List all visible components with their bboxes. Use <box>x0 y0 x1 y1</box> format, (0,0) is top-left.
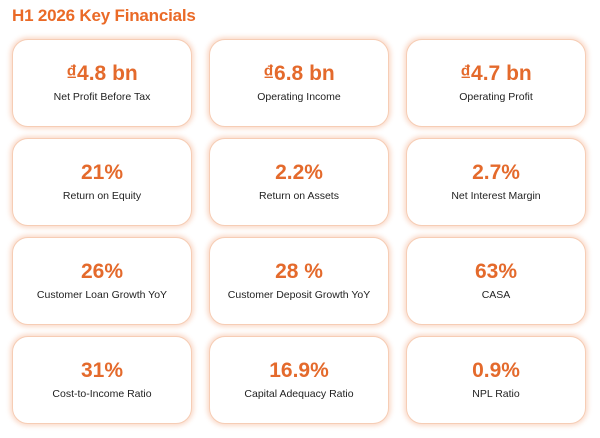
metric-card-customer-loan-growth: 26% Customer Loan Growth YoY <box>12 237 192 325</box>
metric-card-return-on-equity: 21% Return on Equity <box>12 138 192 226</box>
metric-label: CASA <box>481 289 511 301</box>
metric-card-net-interest-margin: 2.7% Net Interest Margin <box>406 138 586 226</box>
metric-label: Cost-to-Income Ratio <box>52 388 152 400</box>
metric-label: Customer Loan Growth YoY <box>36 289 168 301</box>
metric-value: 31% <box>80 359 124 382</box>
metric-label: Net Interest Margin <box>451 190 541 202</box>
metric-label: Net Profit Before Tax <box>53 91 151 103</box>
metric-label: Return on Equity <box>62 190 142 202</box>
metric-card-return-on-assets: 2.2% Return on Assets <box>209 138 389 226</box>
metric-card-operating-income: ₫6.8 bn Operating Income <box>209 39 389 127</box>
metric-value: 21% <box>80 161 124 184</box>
metric-card-operating-profit: ₫4.7 bn Operating Profit <box>406 39 586 127</box>
metric-card-cost-to-income: 31% Cost-to-Income Ratio <box>12 336 192 424</box>
metric-label: Customer Deposit Growth YoY <box>227 289 371 301</box>
metric-value: 2.7% <box>472 161 520 184</box>
metric-label: Operating Income <box>257 91 341 103</box>
metric-label: Return on Assets <box>259 190 339 202</box>
metric-value: 26% <box>80 260 124 283</box>
metric-label: Operating Profit <box>459 91 533 103</box>
metric-card-casa: 63% CASA <box>406 237 586 325</box>
metric-value: 2.2% <box>275 161 323 184</box>
metric-value: 28 % <box>275 260 323 283</box>
metric-value: ₫4.8 bn <box>66 62 138 85</box>
metric-card-capital-adequacy: 16.9% Capital Adequacy Ratio <box>209 336 389 424</box>
page-title: H1 2026 Key Financials <box>12 6 196 25</box>
metric-value: ₫6.8 bn <box>263 62 335 85</box>
metrics-grid: ₫4.8 bn Net Profit Before Tax ₫6.8 bn Op… <box>12 39 586 424</box>
metric-card-customer-deposit-growth: 28 % Customer Deposit Growth YoY <box>209 237 389 325</box>
metric-value: 0.9% <box>472 359 520 382</box>
metric-value: 63% <box>474 260 518 283</box>
metric-label: Capital Adequacy Ratio <box>244 388 354 400</box>
metric-card-npl-ratio: 0.9% NPL Ratio <box>406 336 586 424</box>
metric-label: NPL Ratio <box>472 388 520 400</box>
metric-card-net-profit-before-tax: ₫4.8 bn Net Profit Before Tax <box>12 39 192 127</box>
metric-value: 16.9% <box>269 359 329 382</box>
metric-value: ₫4.7 bn <box>460 62 532 85</box>
